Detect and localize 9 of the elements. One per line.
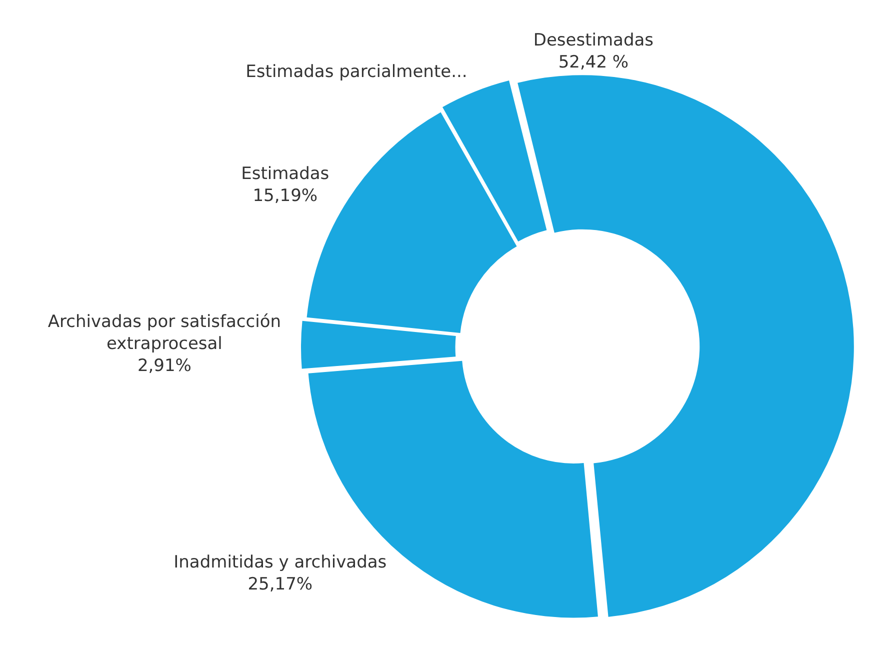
slice-label: Estimadas bbox=[241, 164, 330, 184]
slice-label: Inadmitidas y archivadas bbox=[174, 552, 387, 573]
data-label: 25,17% bbox=[248, 574, 313, 595]
slice-label: Archivadas por satisfacción extraprocesal bbox=[48, 312, 282, 354]
data-label: 2,91% bbox=[137, 356, 192, 376]
data-label: 15,19% bbox=[252, 186, 318, 206]
slice-label: Estimadas parcialmente... bbox=[246, 62, 468, 82]
data-label: 52,42 % bbox=[558, 52, 629, 72]
slice-label: Desestimadas bbox=[533, 30, 654, 50]
